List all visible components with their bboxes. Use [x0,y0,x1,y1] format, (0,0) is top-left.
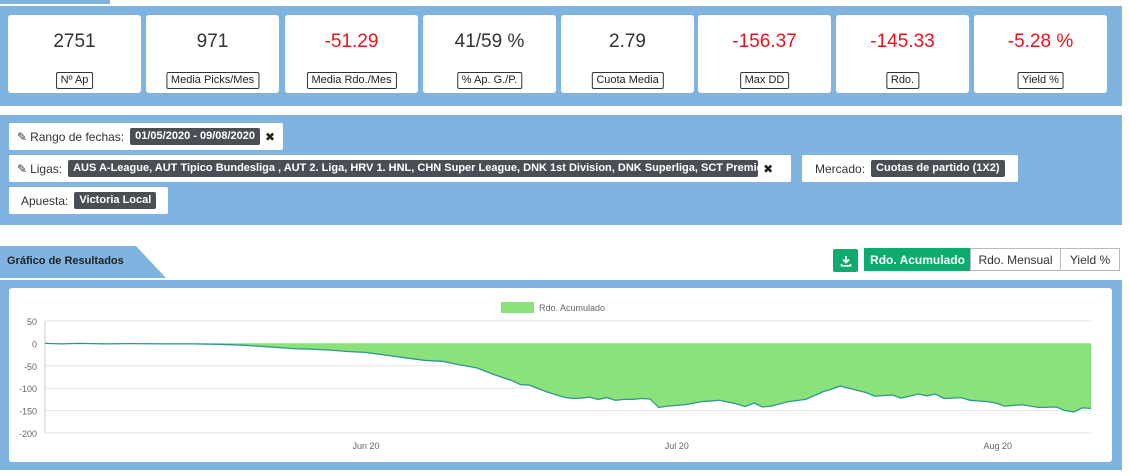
y-tick-label: -200 [19,429,37,439]
leagues-filter[interactable]: ✎ Ligas: AUS A-League, AUT Tipico Bundes… [9,155,791,182]
stats-band: 2751 Nº Ap 971 Media Picks/Mes -51.29 Media R… [0,6,1122,106]
section-title: Gráfico de Resultados [0,246,166,278]
close-icon[interactable]: ✖ [265,129,276,144]
stat-card: 2751 Nº Ap [8,15,141,93]
bet-label: Apuesta: [21,193,69,208]
stat-label: Max DD [739,72,790,89]
market-filter[interactable]: Mercado: Cuotas de partido (1X2) [802,155,1018,182]
leagues-tag: AUS A-League, AUT Tipico Bundesliga , AU… [68,160,759,177]
tab-yield[interactable]: Yield % [1060,248,1120,271]
pencil-icon: ✎ [17,161,28,176]
date-range-tag: 01/05/2020 - 09/08/2020 [130,128,261,145]
x-tick-label: Jun 20 [353,441,380,451]
x-tick-label: Jul 20 [665,441,689,451]
stat-card: -156.37 Max DD [698,15,831,93]
stat-value: 41/59 % [454,31,525,52]
y-tick-label: -150 [19,407,37,417]
market-label: Mercado: [815,161,866,176]
bet-tag: Victoria Local [74,192,157,209]
stat-value: 2.79 [609,31,646,52]
section-title-text: Gráfico de Resultados [7,255,124,267]
chart-band: 50 0 -50 -100 -150 -200 Jun 20 Jul 20 Aug 20 Rdo.… [0,280,1122,470]
legend-swatch [501,302,534,313]
stat-label: % Ap. G./P. [456,72,523,89]
stat-value: -5.28 % [1007,31,1074,52]
market-tag: Cuotas de partido (1X2) [871,160,1005,177]
date-range-label: Rango de fechas: [30,129,125,144]
stat-card: 2.79 Cuota Media [561,15,694,93]
chart-panel: 50 0 -50 -100 -150 -200 Jun 20 Jul 20 Aug 20 Rdo.… [9,288,1112,462]
date-range-filter[interactable]: ✎ Rango de fechas: 01/05/2020 - 09/08/20… [9,123,284,150]
stat-value: -145.33 [870,31,935,52]
section-title-shape [0,246,166,278]
y-tick-label: 50 [27,317,37,327]
y-tick-label: -50 [24,362,37,372]
stat-label: Media Rdo./Mes [306,72,397,89]
stat-label: Rdo. [885,72,920,89]
x-tick-label: Aug 20 [984,441,1013,451]
stat-value: -51.29 [324,31,379,52]
stat-card: -145.33 Rdo. [836,15,969,93]
tab-rdo-acumulado[interactable]: Rdo. Acumulado [864,248,971,271]
stat-label: Yield % [1017,72,1064,89]
close-icon[interactable]: ✖ [763,161,774,176]
stat-card: 971 Media Picks/Mes [146,15,279,93]
stat-value: 971 [196,31,229,52]
download-button[interactable] [833,249,858,272]
stat-value: 2751 [53,31,96,52]
area-fill [45,343,1091,412]
stat-card: 41/59 % % Ap. G./P. [423,15,556,93]
stat-value: -156.37 [732,31,797,52]
results-chart: 50 0 -50 -100 -150 -200 Jun 20 Jul 20 Aug 20 Rdo.… [19,302,1092,451]
stat-label: Nº Ap [55,72,94,89]
stat-card: -5.28 % Yield % [974,15,1107,93]
tab-rdo-mensual[interactable]: Rdo. Mensual [970,248,1061,271]
stat-label: Cuota Media [591,72,664,89]
stat-label: Media Picks/Mes [165,72,260,89]
stat-card: -51.29 Media Rdo./Mes [285,15,418,93]
filters-band: ✎ Rango de fechas: 01/05/2020 - 09/08/20… [0,115,1122,225]
y-tick-label: 0 [32,339,37,349]
legend-label: Rdo. Acumulado [539,303,605,313]
download-icon [840,255,851,267]
bet-filter[interactable]: Apuesta: Victoria Local [9,187,169,214]
pencil-icon: ✎ [17,129,28,144]
leagues-label: Ligas: [30,161,63,176]
series-line [44,342,1092,413]
y-tick-label: -100 [19,384,37,394]
top-tab-decor [0,0,110,4]
